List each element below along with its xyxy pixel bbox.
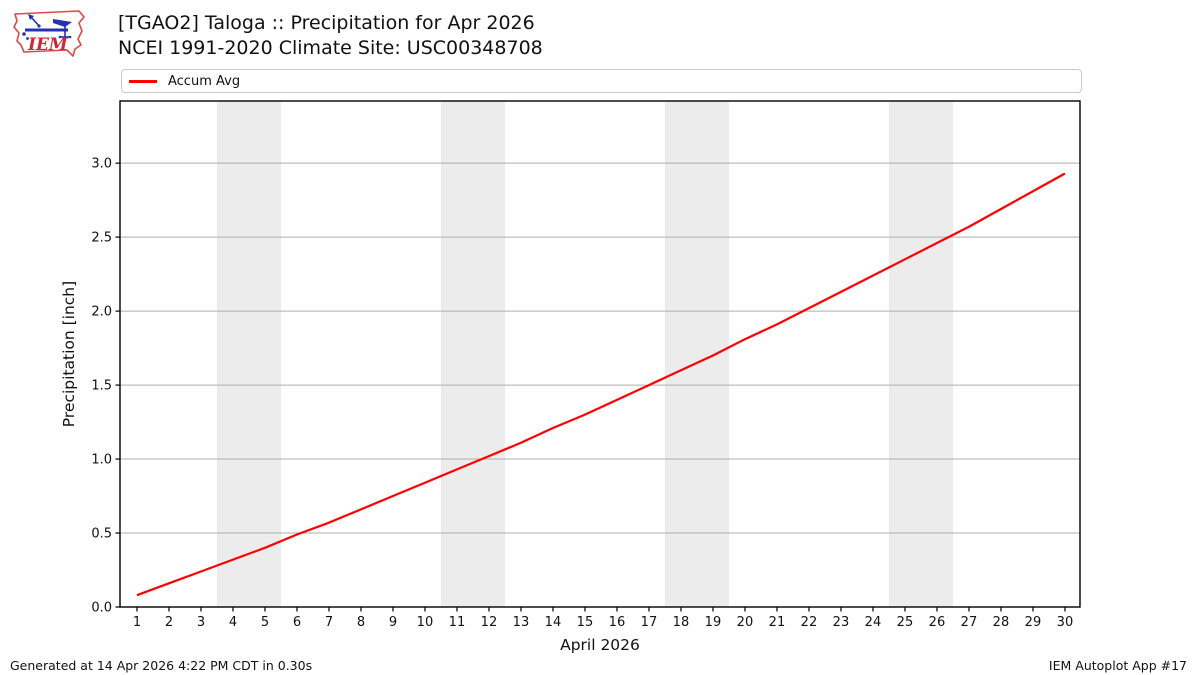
title-line-1: [TGAO2] Taloga :: Precipitation for Apr … [118,12,535,34]
x-tick-label: 29 [1025,615,1042,630]
weekend-band [440,101,505,607]
x-tick-label: 19 [705,615,722,630]
x-tick-label: 8 [357,615,365,630]
x-tick-label: 16 [609,615,626,630]
plot-border [119,100,1081,608]
x-tick-label: 23 [833,615,850,630]
weekend-band [216,101,281,607]
weekend-band [664,101,729,607]
x-tick-label: 4 [229,615,237,630]
generated-timestamp: Generated at 14 Apr 2026 4:22 PM CDT in … [10,658,313,673]
x-tick-label: 27 [961,615,978,630]
logo-text: IEM [27,35,69,55]
app-credit: IEM Autoplot App #17 [1048,658,1187,673]
page-title: [TGAO2] Taloga :: Precipitation for Apr … [118,11,543,61]
x-tick-label: 5 [261,615,269,630]
x-tick-label: 1 [133,615,141,630]
legend-label: Accum Avg [168,73,241,89]
y-axis-label: Precipitation [inch] [60,281,78,427]
x-tick-label: 15 [577,615,594,630]
x-tick-label: 22 [801,615,818,630]
y-tick-label: 1.5 [91,379,112,394]
x-tick-label: 3 [197,615,205,630]
x-tick-label: 28 [993,615,1010,630]
x-tick-label: 18 [673,615,690,630]
x-tick-label: 25 [897,615,914,630]
x-tick-label: 10 [417,615,434,630]
x-tick-label: 9 [389,615,397,630]
y-tick-label: 0.0 [91,601,112,616]
x-tick-label: 11 [449,615,466,630]
iem-logo: IEM [13,10,85,57]
weather-vane-icon [22,14,72,40]
accum-avg-line [136,172,1066,597]
chart-legend: Accum Avg [121,69,1082,93]
x-tick-label: 30 [1057,615,1074,630]
x-tick-label: 13 [513,615,530,630]
y-tick-label: 2.0 [91,305,112,320]
y-tick-label: 2.5 [91,231,112,246]
x-tick-label: 6 [293,615,301,630]
x-tick-label: 26 [929,615,946,630]
x-tick-label: 20 [737,615,754,630]
x-tick-label: 24 [865,615,882,630]
title-line-2: NCEI 1991-2020 Climate Site: USC00348708 [118,37,543,59]
x-axis-label: April 2026 [560,636,640,654]
x-tick-label: 12 [481,615,498,630]
x-tick-label: 2 [165,615,173,630]
y-tick-label: 3.0 [91,157,112,172]
x-tick-label: 17 [641,615,658,630]
y-tick-label: 0.5 [91,527,112,542]
x-tick-label: 7 [325,615,333,630]
y-tick-label: 1.0 [91,453,112,468]
weekend-band [888,101,953,607]
x-tick-label: 21 [769,615,786,630]
legend-line-swatch [129,79,157,83]
x-tick-label: 14 [545,615,562,630]
